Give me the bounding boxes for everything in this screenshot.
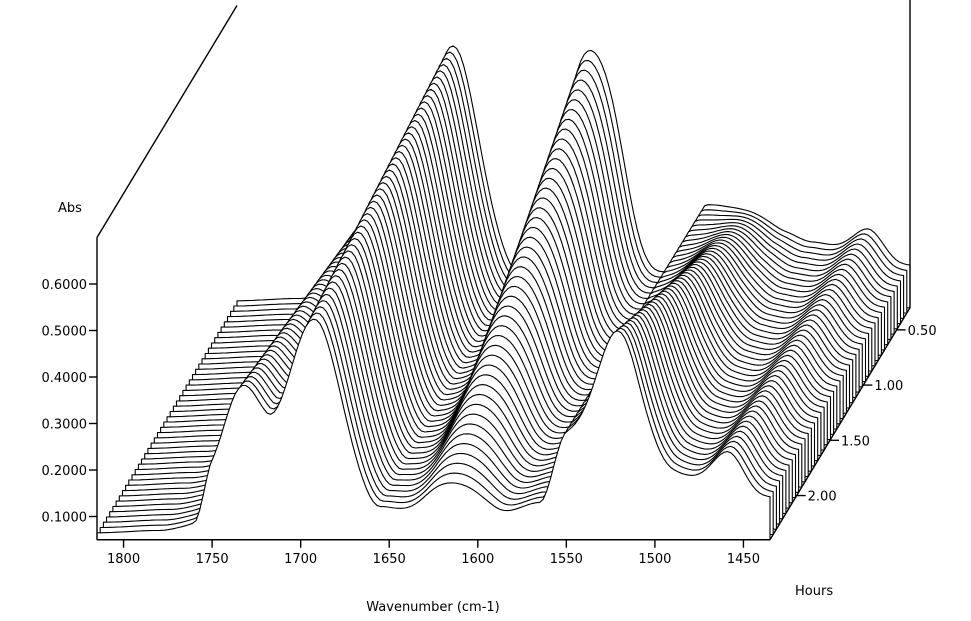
y-axis-title: Abs	[58, 201, 82, 216]
x-axis-title: Wavenumber (cm-1)	[366, 600, 499, 615]
x-tick-label: 1550	[550, 552, 583, 567]
z-tick-label: 1.00	[874, 379, 903, 394]
y-tick-label: 0.6000	[42, 278, 88, 293]
y-tick-label: 0.1000	[42, 511, 88, 526]
y-tick-label: 0.5000	[42, 325, 88, 340]
ticks-layer: 1800 1750 1700 1650 1600 1550 1500 1450 0.1000 0.…	[42, 278, 937, 567]
x-tick-label: 1750	[196, 552, 229, 567]
y-tick-label: 0.2000	[42, 464, 88, 479]
x-tick-label: 1650	[373, 552, 406, 567]
z-tick-label: 2.00	[808, 490, 837, 505]
y-tick-label: 0.4000	[42, 371, 88, 386]
z-axis-line	[769, 307, 911, 541]
depth-edge-left	[96, 5, 238, 238]
traces-layer	[96, 45, 911, 541]
frame-layer	[96, 0, 911, 541]
y-tick-label: 0.3000	[42, 418, 88, 433]
x-tick-label: 1800	[107, 552, 140, 567]
z-tick-label: 1.50	[841, 434, 870, 449]
spectrum-trace	[96, 318, 771, 541]
x-tick-label: 1700	[284, 552, 317, 567]
x-tick-label: 1450	[727, 552, 760, 567]
x-tick-label: 1500	[638, 552, 671, 567]
z-axis-title: Hours	[795, 584, 833, 599]
z-tick-label: 0.50	[908, 324, 937, 339]
x-tick-label: 1600	[461, 552, 494, 567]
